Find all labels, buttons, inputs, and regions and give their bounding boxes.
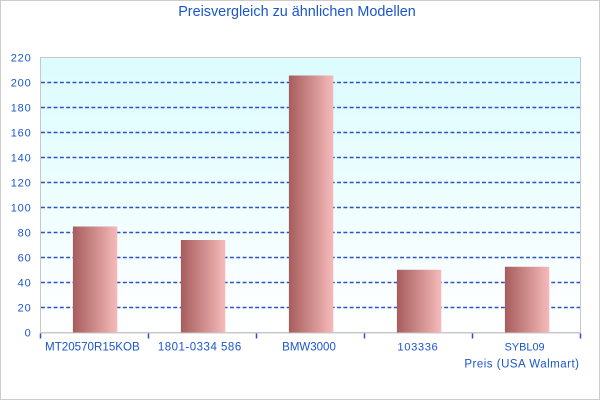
svg-text:MT20570R15KOB: MT20570R15KOB [45, 341, 140, 354]
svg-text:BMW3000: BMW3000 [282, 342, 336, 354]
svg-text:140: 140 [11, 153, 32, 165]
svg-text:SYBL09: SYBL09 [505, 342, 545, 354]
svg-text:1801-0334 586: 1801-0334 586 [158, 342, 242, 354]
svg-text:Preisvergleich zu ähnlichen Mo: Preisvergleich zu ähnlichen Modellen [178, 4, 416, 20]
svg-text:100: 100 [11, 203, 32, 215]
svg-text:120: 120 [11, 178, 32, 190]
svg-text:103336: 103336 [397, 342, 438, 354]
svg-text:60: 60 [18, 253, 32, 265]
svg-text:Preis (USA Walmart): Preis (USA Walmart) [464, 359, 579, 371]
svg-text:80: 80 [18, 228, 32, 240]
svg-text:0: 0 [25, 328, 32, 340]
svg-text:220: 220 [11, 53, 32, 65]
svg-text:180: 180 [11, 103, 32, 115]
svg-text:40: 40 [18, 278, 32, 290]
svg-text:160: 160 [11, 128, 32, 140]
svg-text:200: 200 [11, 78, 32, 90]
svg-text:20: 20 [18, 303, 32, 315]
